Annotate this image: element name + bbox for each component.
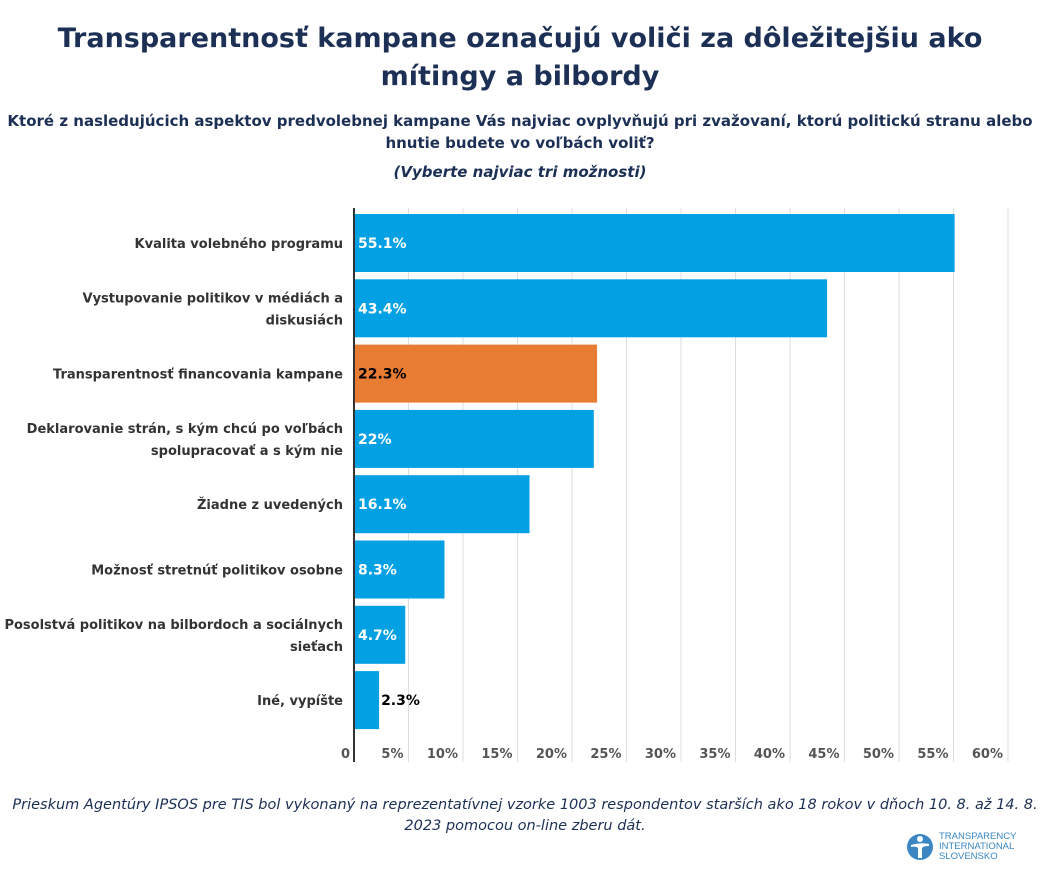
bar [354,214,955,272]
category-label: Deklarovanie strán, s kým chcú po voľbác… [27,422,343,437]
logo-figure-icon [907,834,933,860]
logo-line: INTERNATIONAL [939,841,1015,852]
bar [354,671,380,730]
footer-source: Prieskum Agentúry IPSOS pre TIS bol vyko… [12,797,1038,834]
category-label: Kvalita volebného programu [135,237,343,252]
category-label: spolupracovať a s kým nie [151,444,343,459]
data-label: 22% [358,432,392,448]
x-tick-label: 35% [699,747,730,762]
chart-subtitle: Ktoré z nasledujúcich aspektov predvoleb… [7,112,1033,152]
category-label: Transparentnosť financovania kampane [53,368,343,383]
data-label: 43.4% [358,301,407,317]
x-tick-label: 40% [754,747,785,762]
x-tick-label: 30% [645,747,676,762]
x-tick-label: 5% [381,747,403,762]
x-tick-label: 10% [427,747,458,762]
category-label: diskusiách [266,313,343,328]
x-tick-label: 25% [590,747,621,762]
data-label: 2.3% [381,693,420,709]
bar [354,409,594,468]
bar [354,344,598,403]
category-label: Iné, vypíšte [257,694,343,709]
category-label: sieťach [290,640,343,655]
chart-title: Transparentnosť kampane označujú voliči … [57,23,983,92]
bar-chart: 0 5% 10% 15% 20% 25% 30% 35% 40% 45% 50% 55% 60% 55.1… [4,208,1009,762]
category-label: Možnosť stretnúť politikov osobne [91,564,343,579]
category-label: Posolstvá politikov na bilbordoch a soci… [4,618,343,633]
logo-text: TRANSPARENCY INTERNATIONAL SLOVENSKO [939,832,1016,862]
data-label: 4.7% [358,628,397,644]
x-tick-label: 60% [972,747,1003,762]
logo-line: TRANSPARENCY [939,831,1017,842]
bar [354,279,828,338]
category-label: Žiadne z uvedených [197,497,343,513]
data-label: 16.1% [358,497,407,513]
bar [354,475,530,534]
x-tick-label: 15% [481,747,512,762]
category-label: Vystupovanie politikov v médiách a [83,291,343,306]
data-label: 22.3% [358,367,407,383]
bar [354,605,406,664]
x-tick-label: 20% [536,747,567,762]
x-tick-label: 50% [863,747,894,762]
data-label: 55.1% [358,236,407,252]
logo: TRANSPARENCY INTERNATIONAL SLOVENSKO [905,832,1016,862]
bar [354,540,445,599]
x-tick-label: 55% [917,747,948,762]
x-tick-label: 45% [808,747,839,762]
data-label: 8.3% [358,563,397,579]
chart-note: (Vyberte najviac tri možnosti) [393,163,647,181]
x-tick-label: 0 [341,747,350,762]
logo-line: SLOVENSKO [939,851,998,862]
